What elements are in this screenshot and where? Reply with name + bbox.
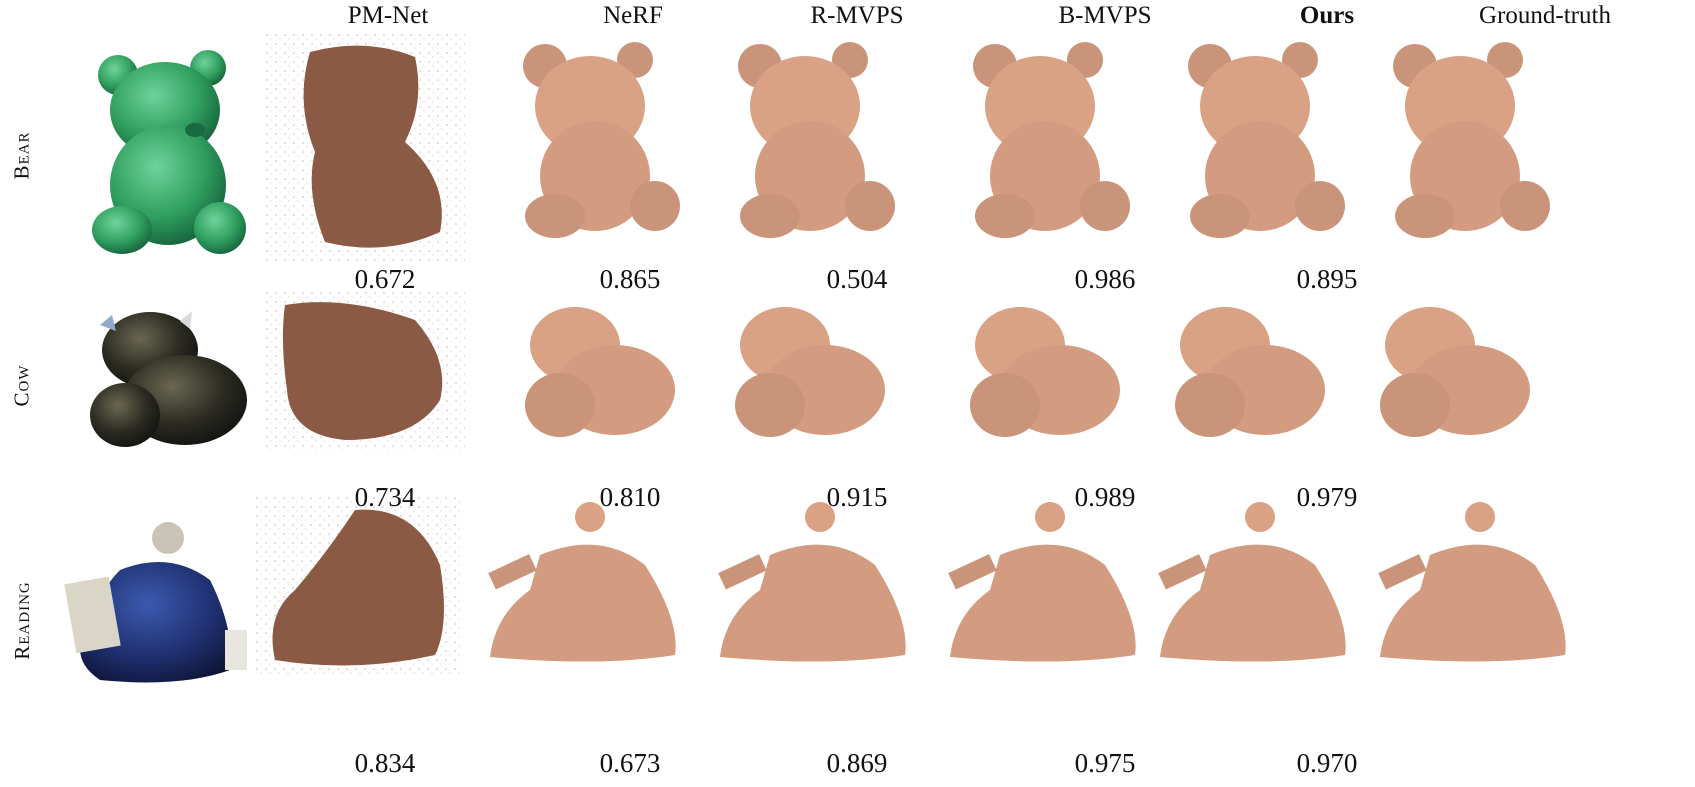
row-label-reading-text: Reading <box>9 580 34 660</box>
cow-input-image <box>90 311 247 447</box>
column-header-ground-truth: Ground-truth <box>1479 2 1611 29</box>
reading-input-image <box>64 522 247 683</box>
cow-bmvps-image <box>970 307 1120 437</box>
cow-rmvps-image <box>735 307 885 437</box>
cow-ground-truth-image <box>1380 307 1530 437</box>
cow-nerf-mesh <box>520 295 680 445</box>
row-label-cow: Cow <box>2 285 42 485</box>
row-label-reading: Reading <box>2 495 42 745</box>
bear-pmnet-image <box>265 32 465 262</box>
score-reading-pmnet: 0.834 <box>354 748 416 778</box>
score-bear-bmvps: 0.986 <box>1074 264 1136 294</box>
cow-pmnet-pointcloud <box>265 290 465 450</box>
reading-nerf-image <box>488 502 676 662</box>
bear-rmvps-image <box>738 42 895 238</box>
score-bear-pmnet: 0.672 <box>354 264 416 294</box>
column-header-pmnet: PM-Net <box>347 2 429 29</box>
reading-ours-image <box>1158 502 1346 662</box>
row-label-bear-text: Bear <box>9 130 34 180</box>
bear-ground-truth-mesh <box>1385 36 1555 246</box>
score-reading-ours: 0.970 <box>1296 748 1358 778</box>
score-bear-ours: 0.895 <box>1296 264 1358 294</box>
bear-ours-mesh <box>1180 36 1350 246</box>
score-cow-ours: 0.979 <box>1296 482 1358 512</box>
reading-ours-mesh <box>1140 495 1365 670</box>
cow-bmvps-mesh <box>965 295 1125 445</box>
bear-rmvps-mesh <box>730 36 900 246</box>
score-bear-rmvps: 0.504 <box>826 264 888 294</box>
cow-rmvps-mesh <box>730 295 890 445</box>
reading-pmnet-image <box>255 495 460 675</box>
cow-nerf-image <box>525 307 675 437</box>
reading-rmvps-image <box>718 502 906 662</box>
cow-pmnet-image <box>265 290 465 450</box>
cow-ours-image <box>1175 307 1325 437</box>
score-reading-nerf: 0.673 <box>599 748 661 778</box>
column-header-ours: Ours <box>1299 2 1355 29</box>
reading-pmnet-pointcloud <box>255 495 460 675</box>
score-cow-nerf: 0.810 <box>599 482 661 512</box>
reading-ground-truth-image <box>1378 502 1566 662</box>
score-reading-rmvps: 0.869 <box>826 748 888 778</box>
bear-nerf-image <box>523 42 680 238</box>
bear-input-photo <box>80 40 250 260</box>
row-label-cow-text: Cow <box>9 364 34 406</box>
score-cow-bmvps: 0.989 <box>1074 482 1136 512</box>
bear-ground-truth-image <box>1393 42 1550 238</box>
score-bear-nerf: 0.865 <box>599 264 661 294</box>
bear-nerf-mesh <box>515 36 685 246</box>
column-header-rmvps: R-MVPS <box>810 2 904 29</box>
reading-input-photo <box>60 510 250 690</box>
reading-bmvps-image <box>948 502 1136 662</box>
column-header-bmvps: B-MVPS <box>1058 2 1152 29</box>
cow-input-photo <box>80 305 250 455</box>
bear-input-image <box>92 50 246 254</box>
row-label-bear: Bear <box>2 40 42 270</box>
column-header-nerf: NeRF <box>603 2 663 29</box>
bear-bmvps-mesh <box>965 36 1135 246</box>
bear-pmnet-pointcloud <box>265 32 465 262</box>
bear-bmvps-image <box>973 42 1130 238</box>
reading-ground-truth-mesh <box>1360 495 1585 670</box>
reading-bmvps-mesh <box>930 495 1155 670</box>
reading-rmvps-mesh <box>700 495 925 670</box>
cow-ground-truth-mesh <box>1375 295 1535 445</box>
reading-nerf-mesh <box>470 495 695 670</box>
bear-ours-image <box>1188 42 1345 238</box>
score-cow-rmvps: 0.915 <box>826 482 888 512</box>
cow-ours-mesh <box>1170 295 1330 445</box>
score-reading-bmvps: 0.975 <box>1074 748 1136 778</box>
